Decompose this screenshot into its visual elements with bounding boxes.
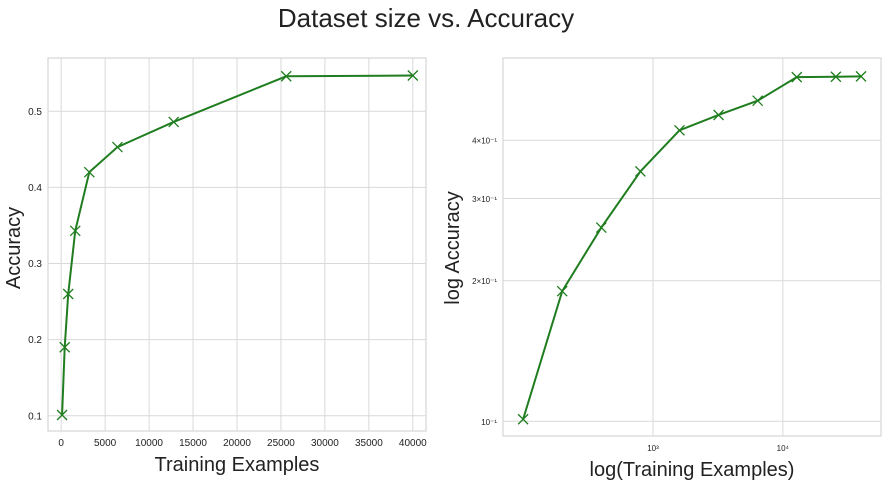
y-tick-label: 4×10⁻¹: [472, 137, 497, 146]
data-point-marker: [280, 70, 292, 82]
data-point-marker: [791, 71, 803, 83]
x-tick-label: 20000: [223, 438, 251, 449]
y-tick-label: 3×10⁻¹: [472, 195, 497, 204]
x-tick-label: 0: [58, 438, 64, 449]
plot-area: [502, 57, 882, 437]
y-tick-label: 0.2: [28, 335, 42, 346]
data-point-marker: [83, 166, 95, 178]
data-point-marker: [713, 109, 725, 121]
x-tick-label: 5000: [94, 438, 117, 449]
data-point-marker: [168, 116, 180, 128]
y-tick-label: 0.5: [28, 107, 42, 118]
left-chart-accuracy: 0 5000 10000 15000 20000 25000 30000 35000 40000…: [28, 57, 427, 449]
data-point-marker: [634, 165, 646, 177]
left-chart-x-axis-label: Training Examples: [155, 454, 320, 476]
data-point-marker: [59, 341, 71, 353]
x-tick-label: 15000: [179, 438, 207, 449]
data-point-marker: [855, 70, 867, 82]
x-tick-label: 10000: [135, 438, 163, 449]
figure-title: Dataset size vs. Accuracy: [278, 3, 574, 33]
x-tick-label: 30000: [311, 438, 339, 449]
data-point-marker: [752, 95, 764, 107]
y-tick-label: 10⁻¹: [481, 418, 497, 427]
y-tick-label: 2×10⁻¹: [472, 277, 497, 286]
left-chart-y-axis-label: Accuracy: [3, 207, 25, 289]
right-chart-y-axis-label: log Accuracy: [442, 191, 464, 304]
y-tick-label: 0.1: [28, 411, 42, 422]
x-tick-label: 40000: [399, 438, 427, 449]
y-tick-label: 0.3: [28, 259, 42, 270]
data-point-marker: [517, 413, 529, 425]
x-tick-label: 25000: [267, 438, 295, 449]
data-point-marker: [62, 288, 74, 300]
data-point-marker: [407, 70, 419, 81]
series-line: [522, 75, 862, 420]
x-tick-label: 10⁴: [777, 444, 790, 453]
x-tick-label: 10³: [647, 444, 659, 453]
right-chart-x-axis-label: log(Training Examples): [590, 459, 795, 481]
data-point-marker: [56, 409, 68, 421]
data-point-marker: [674, 124, 685, 136]
right-chart-log-accuracy: 10³ 10⁴ 10⁻¹ 2×10⁻¹ 3×10⁻¹ 4×10⁻¹: [472, 57, 882, 453]
data-point-marker: [595, 222, 607, 234]
data-point-marker: [556, 285, 568, 297]
data-point-marker: [830, 71, 842, 83]
data-point-marker: [111, 141, 123, 153]
y-tick-label: 0.4: [28, 183, 42, 194]
x-tick-label: 35000: [355, 438, 383, 449]
data-point-marker: [69, 225, 81, 237]
